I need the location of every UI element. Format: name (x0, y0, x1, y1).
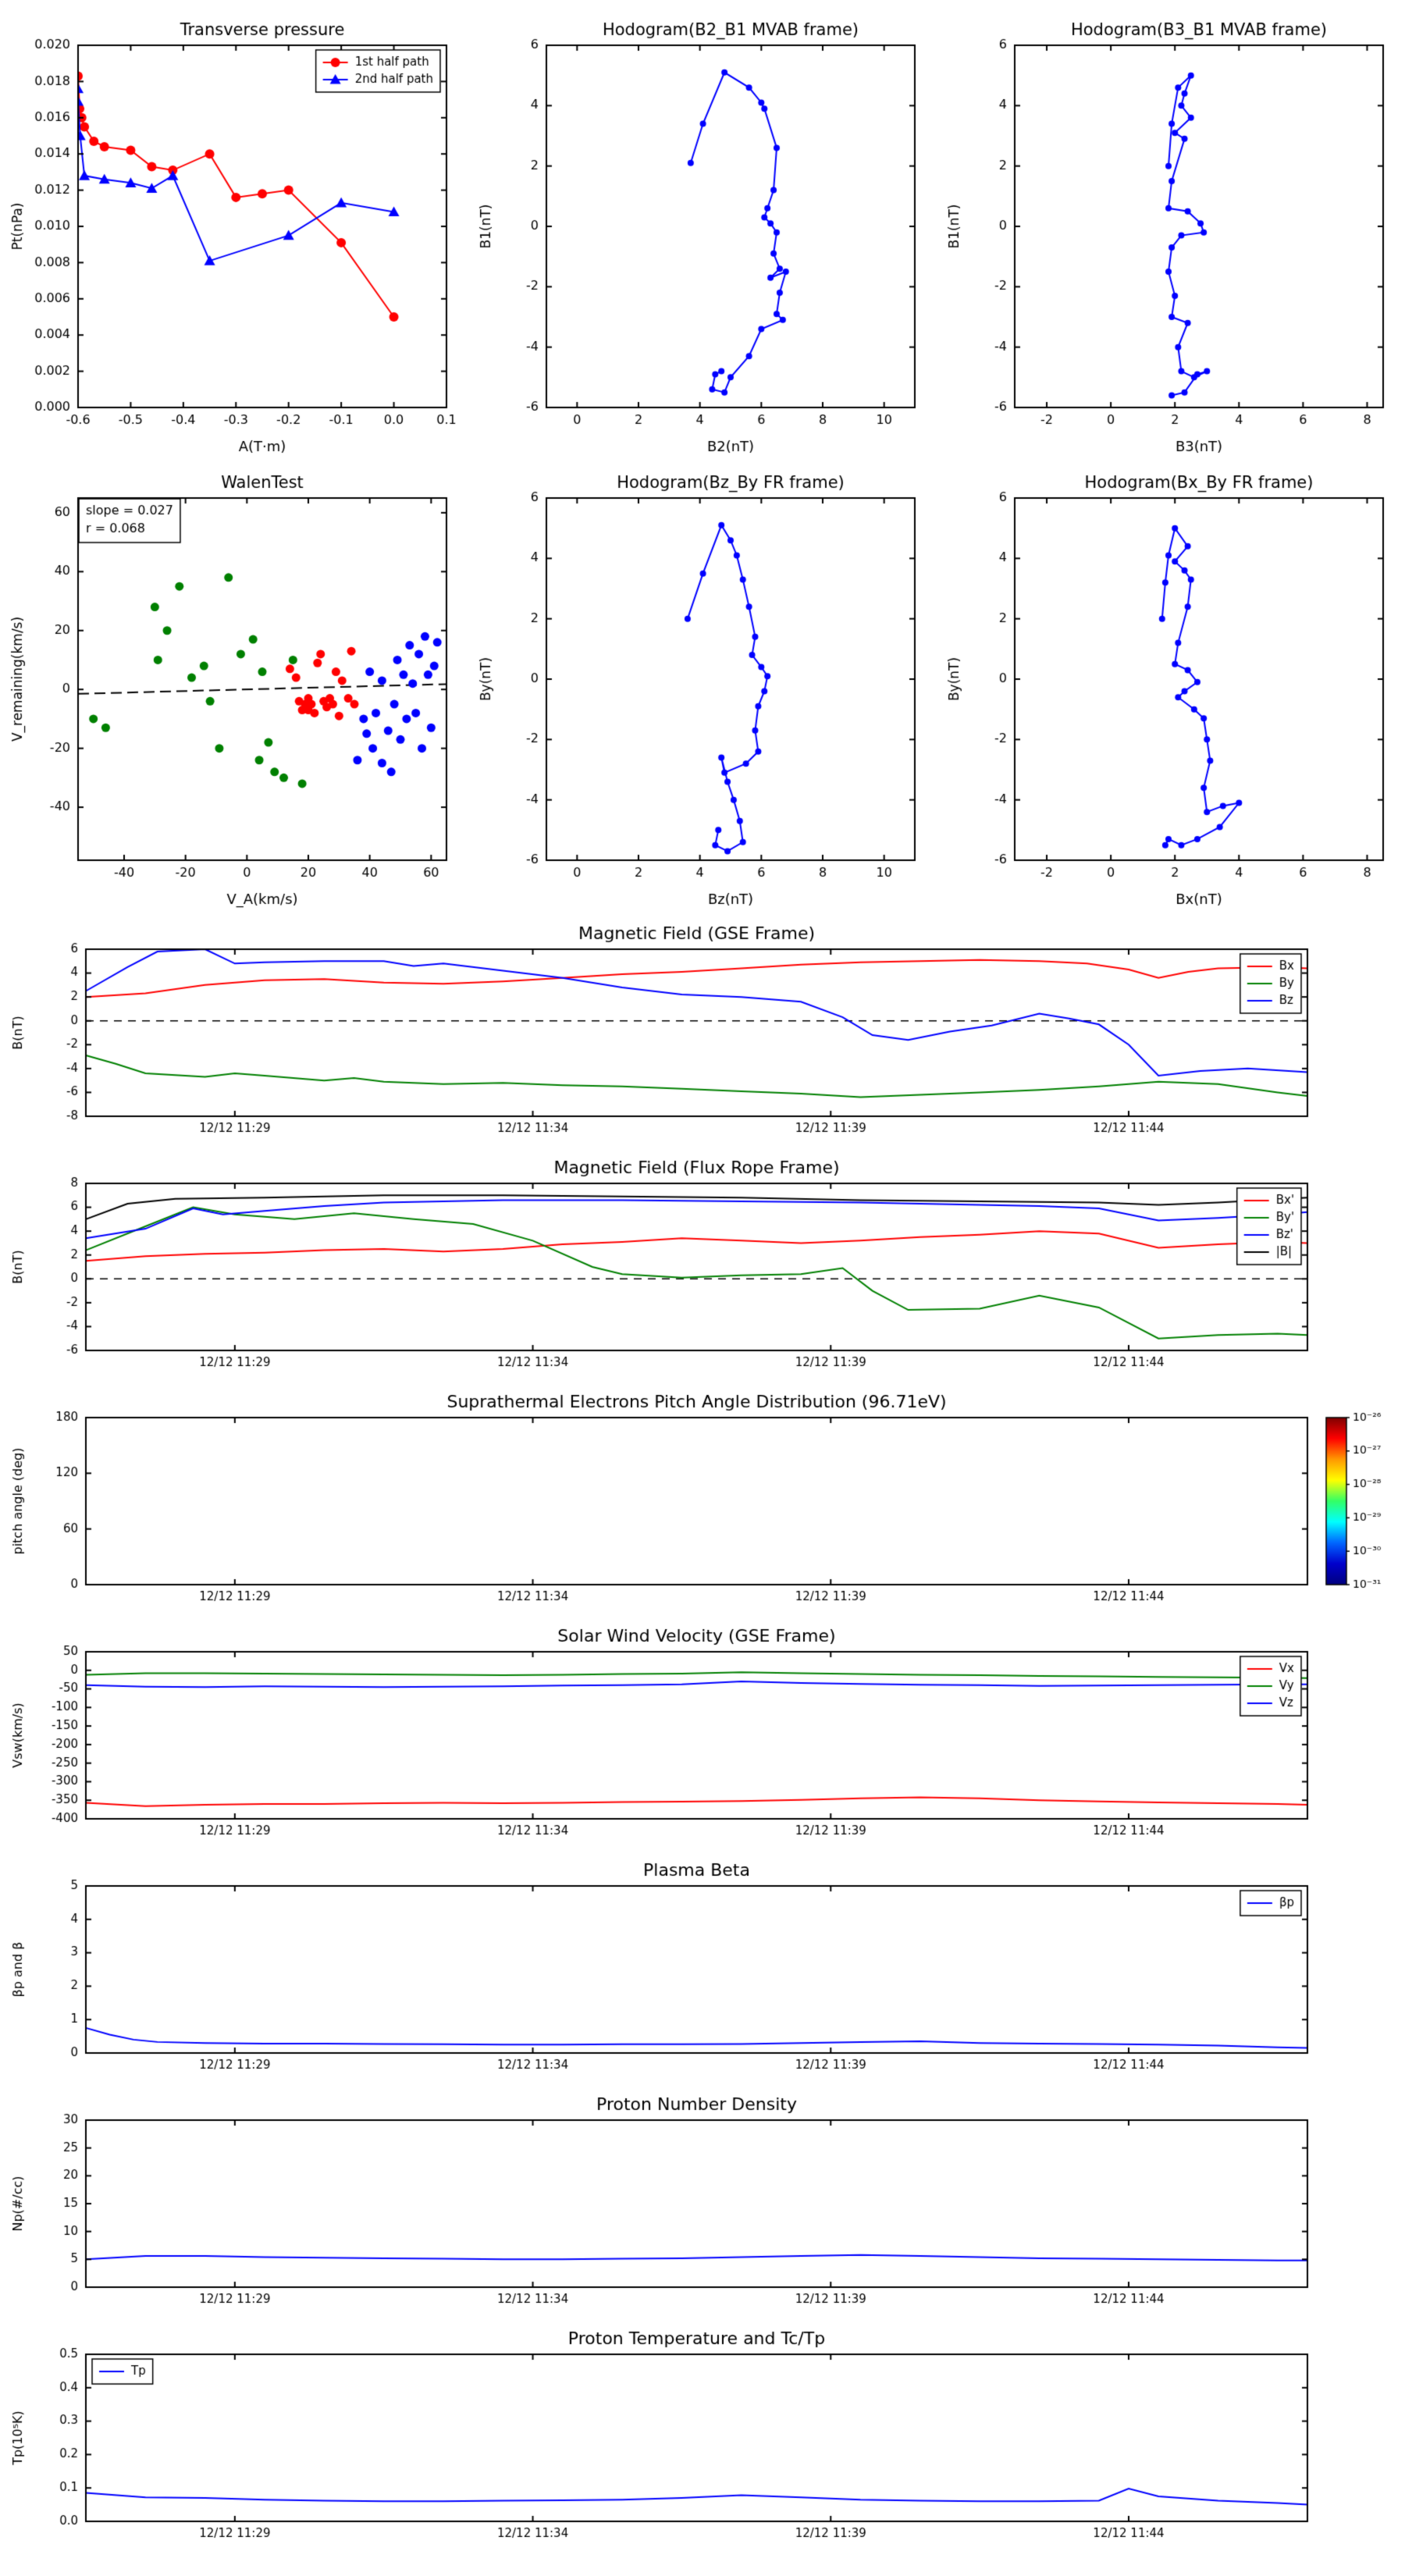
walen-test-chart (0, 461, 468, 913)
hodogram-row-2 (0, 461, 1405, 913)
hodogram-b3-b1-chart (937, 8, 1405, 461)
hodogram-bz-by-chart (468, 461, 937, 913)
proton-density-chart (0, 2092, 1405, 2326)
hodogram-bx-by-chart (937, 461, 1405, 913)
plasma-beta-chart (0, 1858, 1405, 2092)
transverse-pressure-chart (0, 8, 468, 461)
hodogram-row-1 (0, 8, 1405, 461)
pitch-angle-distribution-chart (0, 1389, 1405, 1624)
proton-temperature-chart (0, 2326, 1405, 2560)
hodogram-b2-b1-chart (468, 8, 937, 461)
magnetic-field-flux-rope-chart (0, 1155, 1405, 1389)
magnetic-field-gse-chart (0, 921, 1405, 1155)
time-series-stack (0, 921, 1405, 2560)
solar-wind-velocity-chart (0, 1624, 1405, 1858)
